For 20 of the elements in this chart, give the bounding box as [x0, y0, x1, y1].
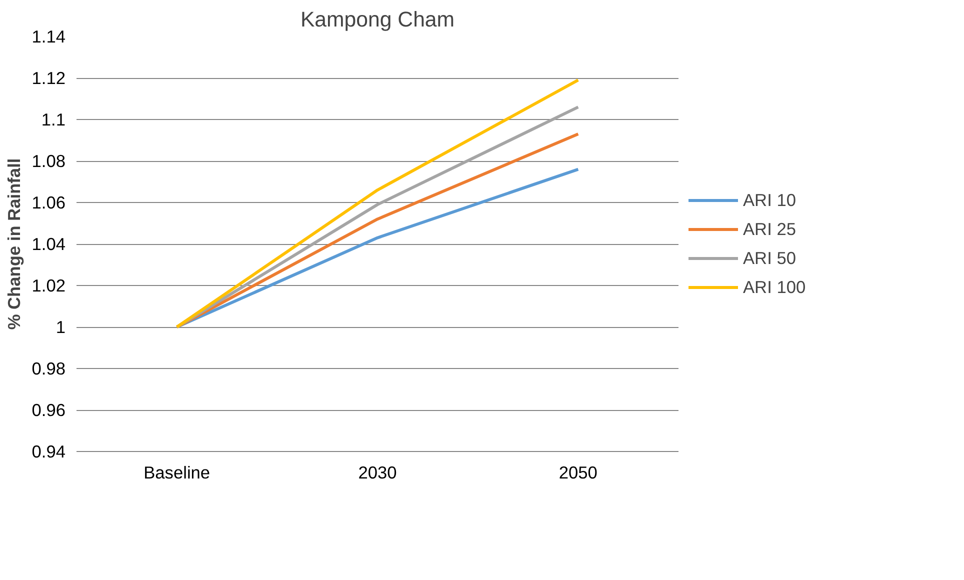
y-tick-label: 1.1 — [41, 110, 66, 130]
chart-title: Kampong Cham — [300, 8, 455, 32]
y-axis-title: % Change in Rainfall — [4, 158, 24, 330]
y-tick-label: 1.14 — [32, 26, 66, 46]
legend-label: ARI 25 — [743, 218, 796, 240]
y-tick-label: 1 — [56, 317, 66, 337]
legend-label: ARI 100 — [743, 276, 806, 298]
legend-label: ARI 50 — [743, 248, 796, 268]
x-tick-label: 2030 — [358, 462, 397, 482]
x-tick-label: Baseline — [144, 462, 210, 482]
y-tick-label: 1.06 — [32, 192, 66, 212]
legend-label: ARI 10 — [743, 190, 796, 210]
y-tick-label: 0.98 — [32, 358, 66, 378]
y-tick-label: 1.04 — [32, 234, 66, 254]
y-tick-label: 1.12 — [32, 68, 66, 88]
y-tick-label: 1.08 — [32, 151, 66, 171]
x-tick-label: 2050 — [558, 462, 598, 482]
y-tick-label: 1.02 — [32, 276, 66, 296]
y-tick-label: 0.94 — [32, 442, 66, 462]
y-tick-label: 0.96 — [32, 400, 66, 420]
